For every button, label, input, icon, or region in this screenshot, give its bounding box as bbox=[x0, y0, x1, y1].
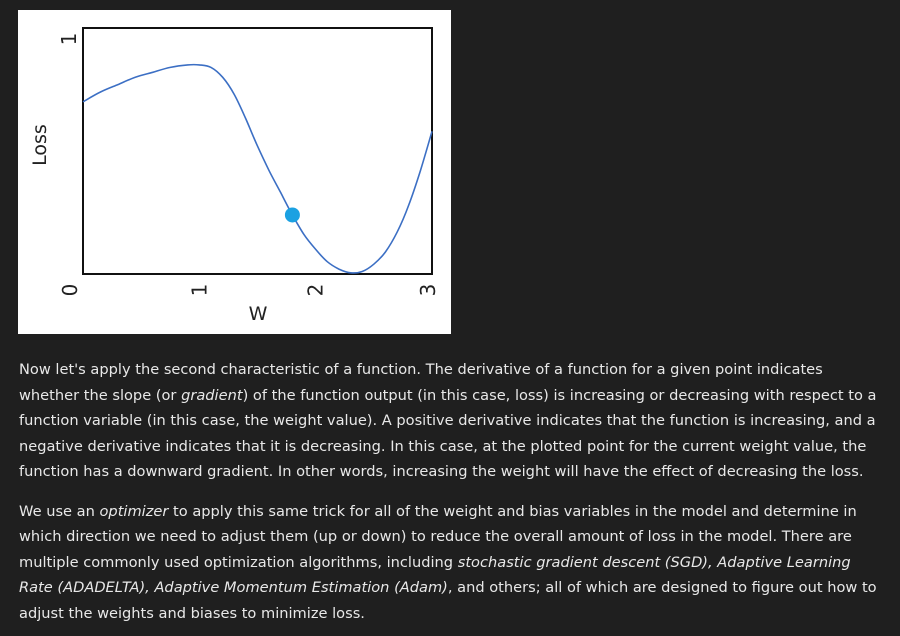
plot-area-frame bbox=[82, 27, 433, 275]
loss-curve-line bbox=[82, 63, 433, 274]
x-tick-label-0: 0 bbox=[58, 284, 82, 297]
emphasis-optimizer: optimizer bbox=[99, 502, 169, 520]
x-tick-label-2: 2 bbox=[304, 284, 328, 297]
emphasis-gradient: gradient bbox=[181, 386, 243, 404]
loss-chart-figure: Loss 1 0 1 2 3 W bbox=[18, 10, 451, 334]
paragraph-text: to apply this same trick for all of the … bbox=[19, 502, 857, 571]
y-tick-label-1: 1 bbox=[57, 33, 81, 46]
paragraph-text: We use an bbox=[19, 502, 100, 520]
x-tick-label-3: 3 bbox=[416, 284, 440, 297]
paragraph-text: ) of the function output (in this case, … bbox=[19, 386, 877, 481]
paragraph-derivative: Now let's apply the second characteristi… bbox=[19, 357, 881, 485]
paragraph-optimizer: We use an optimizer to apply this same t… bbox=[19, 499, 881, 627]
x-ticks: 0 1 2 3 bbox=[58, 284, 440, 297]
x-tick-label-1: 1 bbox=[187, 284, 211, 297]
y-axis-title: Loss bbox=[29, 124, 51, 166]
loss-chart: Loss 1 0 1 2 3 W bbox=[29, 27, 440, 325]
paragraph-text: Now let's apply the second characteristi… bbox=[19, 361, 823, 404]
emphasis-algorithms: stochastic gradient descent (SGD), Adapt… bbox=[19, 553, 851, 597]
x-axis-title: W bbox=[249, 303, 268, 325]
current-weight-point bbox=[284, 207, 300, 223]
article-body: Now let's apply the second characteristi… bbox=[19, 357, 881, 636]
paragraph-text: , and others; all of which are designed … bbox=[19, 579, 877, 622]
